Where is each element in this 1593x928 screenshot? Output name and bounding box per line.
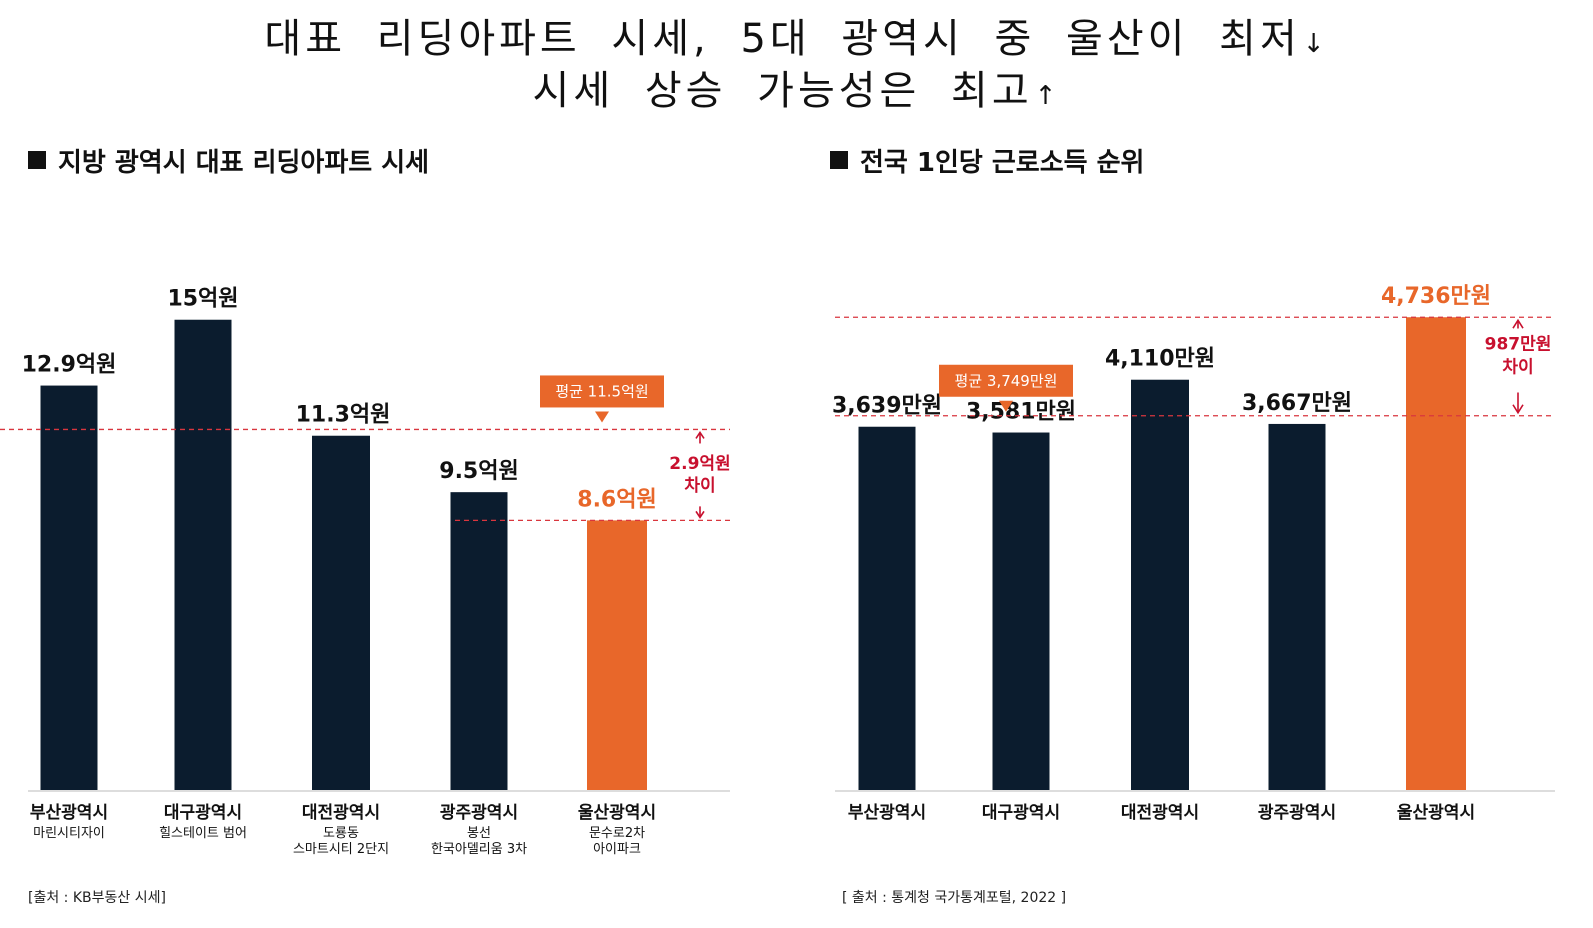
difference-label: 987만원 (1485, 334, 1552, 354)
right-panel-title: 전국 1인당 근로소득 순위 (830, 142, 1144, 179)
category-label: 울산광역시 (1397, 803, 1475, 823)
left-panel-title-text: 지방 광역시 대표 리딩아파트 시세 (58, 148, 430, 178)
subcategory-label: 도룡동 (323, 826, 359, 841)
data-label-4: 3,667만원 (1242, 391, 1352, 416)
data-label-3: 11.3억원 (296, 403, 391, 428)
bar-5 (1406, 317, 1466, 790)
subcategory-label: 마린시티자이 (33, 826, 105, 841)
category-label: 부산광역시 (848, 803, 926, 823)
square-bullet-icon (28, 151, 46, 169)
bar-3 (1131, 379, 1189, 790)
bar-4 (1268, 423, 1326, 790)
subcategory-label: 아이파크 (593, 842, 641, 857)
data-label-3: 4,110만원 (1105, 347, 1215, 372)
category-label: 울산광역시 (578, 803, 656, 823)
category-label: 대전광역시 (302, 803, 380, 823)
subcategory-label: 문수로2차 (589, 826, 645, 841)
bar-2 (174, 319, 232, 790)
down-arrow-icon: ↓ (1302, 29, 1329, 59)
down-arrow-icon (695, 510, 705, 519)
right-source-note: [ 출처 : 통계청 국가통계포털, 2022 ] (842, 890, 1067, 906)
right-panel-title-text: 전국 1인당 근로소득 순위 (860, 148, 1145, 178)
category-label: 광주광역시 (440, 803, 518, 823)
bar-1 (858, 426, 916, 790)
bar-4 (450, 492, 508, 790)
up-arrow-icon (1512, 318, 1524, 329)
down-triangle-icon (595, 411, 609, 423)
left-panel-title: 지방 광역시 대표 리딩아파트 시세 (28, 142, 429, 179)
data-label-5: 4,736만원 (1381, 284, 1491, 309)
subcategory-label: 봉선 (467, 826, 491, 841)
headline-line-2-text: 시세 상승 가능성은 최고 (532, 68, 1033, 114)
subcategory-label: 스마트시티 2단지 (293, 842, 389, 857)
difference-label: 차이 (684, 476, 715, 496)
category-label: 대구광역시 (164, 803, 242, 823)
data-label-4: 9.5억원 (439, 459, 518, 484)
up-arrow-icon: ↑ (1034, 81, 1061, 111)
average-callout-text: 평균 3,749만원 (955, 372, 1058, 390)
bar-3 (312, 435, 370, 790)
data-label-2: 3,581만원 (966, 400, 1076, 425)
average-callout-text: 평균 11.5억원 (555, 382, 648, 400)
down-triangle-icon (999, 400, 1013, 412)
subcategory-label: 힐스테이트 범어 (159, 826, 247, 841)
category-label: 광주광역시 (1258, 803, 1336, 823)
category-label: 대전광역시 (1121, 803, 1199, 823)
difference-label: 2.9억원 (669, 454, 730, 474)
square-bullet-icon (830, 151, 848, 169)
data-label-1: 3,639만원 (832, 394, 942, 419)
bar-5 (587, 520, 647, 790)
category-label: 대구광역시 (982, 803, 1060, 823)
headline-line-2: 시세 상승 가능성은 최고↑ (0, 58, 1593, 116)
headline-line-1: 대표 리딩아파트 시세, 5대 광역시 중 울산이 최저↓ (0, 6, 1593, 64)
difference-label: 차이 (1502, 357, 1533, 377)
left-source-note: [출처 : KB부동산 시세] (28, 890, 166, 906)
bar-2 (992, 432, 1050, 790)
down-arrow-icon (1512, 404, 1524, 415)
bar-1 (40, 385, 98, 790)
data-label-5: 8.6억원 (577, 487, 656, 512)
up-arrow-icon (695, 431, 705, 439)
data-label-2: 15억원 (167, 287, 238, 312)
data-label-1: 12.9억원 (22, 353, 117, 378)
subcategory-label: 한국아델리움 3차 (431, 842, 527, 857)
category-label: 부산광역시 (30, 803, 108, 823)
average-callout-box (939, 364, 1073, 397)
headline-line-1-text: 대표 리딩아파트 시세, 5대 광역시 중 울산이 최저 (264, 16, 1301, 62)
average-callout-box (540, 375, 664, 408)
